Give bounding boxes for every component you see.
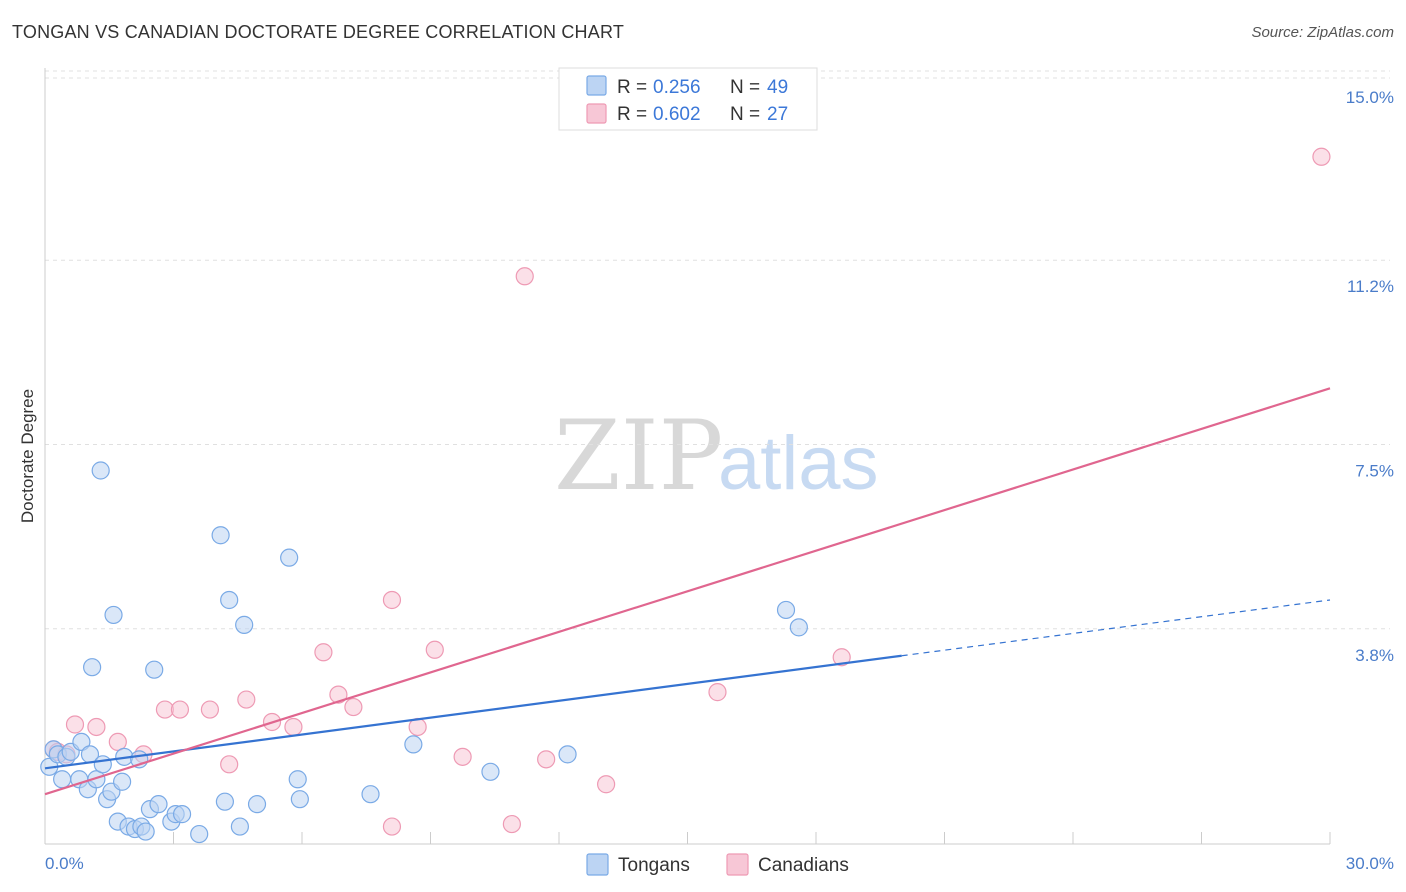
legend-n-value-tongans: 49 [767,77,788,98]
legend-r-label-tongans: R = [617,77,647,98]
point-canadians-25 [597,775,616,794]
legend-n-value-canadians: 27 [767,104,788,125]
point-canadians-16 [344,697,363,717]
point-tongans-12 [91,461,110,480]
point-canadians-13 [284,717,303,737]
point-tongans-45 [776,600,796,620]
point-canadians-11 [237,690,256,709]
point-canadians-24 [537,750,556,769]
point-canadians-8 [170,700,190,719]
legend-r-value-tongans: 0.256 [653,77,701,98]
bottom-legend-swatch-tongans [586,853,609,876]
point-canadians-20 [425,640,444,659]
series-tongans-points [40,461,808,844]
point-tongans-33 [215,792,234,811]
point-tongans-36 [235,615,254,634]
bottom-legend: Tongans Canadians [586,853,849,876]
point-canadians-10 [220,755,239,774]
bottom-legend-label-tongans: Tongans [618,855,690,876]
bottom-legend-swatch-canadians [726,853,749,876]
watermark-atlas: atlas [718,421,879,506]
point-tongans-30 [172,805,192,824]
point-tongans-42 [404,735,423,754]
trendline-extension-tongans [901,599,1331,657]
legend-swatch-canadians [586,103,607,124]
point-tongans-10 [83,658,102,677]
point-canadians-14 [314,643,333,662]
trendlines [44,387,1331,796]
point-canadians-23 [515,267,534,286]
trendline-canadians [44,387,1331,796]
legend-n-label-tongans: N = [730,77,760,98]
point-tongans-39 [288,770,307,789]
point-canadians-3 [65,715,85,734]
y-tick-label-0: 3.8% [1355,646,1394,665]
y-axis-tick-labels: 3.8% 7.5% 11.2% 15.0% [1346,88,1394,665]
point-canadians-28 [1312,147,1331,166]
point-canadians-22 [502,814,521,834]
point-tongans-40 [290,790,309,809]
point-canadians-26 [708,683,727,702]
point-tongans-43 [481,762,500,781]
point-canadians-27 [832,648,851,667]
x-tick-label-max: 30.0% [1346,854,1394,873]
point-tongans-24 [136,822,155,841]
legend-r-value-canadians: 0.602 [653,104,701,125]
y-tick-label-2: 11.2% [1347,277,1394,296]
point-canadians-21 [453,747,472,766]
point-tongans-31 [190,824,209,844]
y-tick-label-3: 15.0% [1346,88,1394,107]
point-tongans-44 [558,745,577,764]
source-label: Source: ZipAtlas.com [1251,24,1394,41]
x-tick-label-min: 0.0% [45,854,84,873]
point-tongans-46 [789,618,808,637]
point-tongans-18 [112,772,132,791]
bottom-legend-label-canadians: Canadians [758,855,849,876]
point-canadians-17 [382,817,402,836]
point-tongans-38 [280,548,299,567]
point-canadians-9 [200,700,220,719]
point-canadians-4 [87,717,106,737]
point-tongans-7 [72,732,91,752]
point-tongans-41 [361,785,380,804]
point-tongans-13 [93,755,112,774]
x-axis-ticks [173,832,1331,844]
y-axis-label: Doctorate Degree [18,389,37,523]
point-tongans-16 [104,605,123,625]
point-canadians-18 [382,590,402,610]
point-canadians-15 [329,685,348,704]
legend-r-label-canadians: R = [617,104,647,125]
legend-box: R = 0.256 N = 49 R = 0.602 N = 27 [558,67,818,131]
chart-title: TONGAN VS CANADIAN DOCTORATE DEGREE CORR… [12,22,625,42]
gridlines [45,70,1390,630]
legend-swatch-tongans [586,75,607,96]
point-tongans-35 [230,817,249,836]
point-tongans-37 [247,795,267,814]
point-tongans-32 [211,526,230,545]
legend-n-label-canadians: N = [730,104,760,125]
point-tongans-3 [53,770,72,789]
point-tongans-27 [149,795,168,814]
point-tongans-26 [145,660,164,679]
watermark-zip: ZIP [554,400,723,512]
point-tongans-34 [220,590,239,610]
y-tick-label-1: 7.5% [1355,462,1394,481]
